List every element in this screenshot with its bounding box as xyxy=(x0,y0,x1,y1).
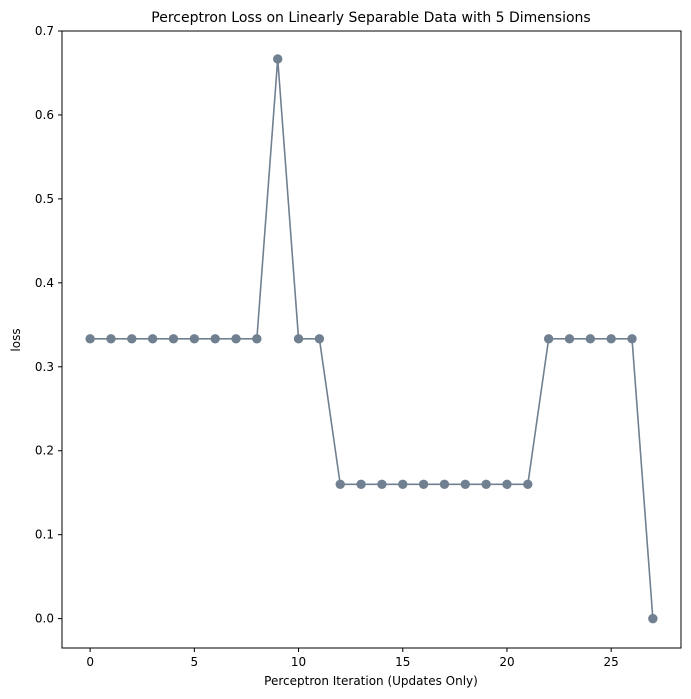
data-point-26 xyxy=(627,334,637,344)
data-layer xyxy=(85,54,658,624)
data-point-18 xyxy=(460,479,470,490)
chart-title: Perceptron Loss on Linearly Separable Da… xyxy=(151,10,590,26)
y-axis: 0.0 0.1 0.2 0.3 0.4 0.5 0.6 0.7 xyxy=(35,24,62,626)
y-axis-label: loss xyxy=(9,328,23,351)
data-point-25 xyxy=(606,334,616,344)
data-point-5 xyxy=(189,334,200,344)
y-tick-label: 0.4 xyxy=(35,276,54,290)
data-point-12 xyxy=(335,479,345,490)
data-point-24 xyxy=(585,334,596,344)
data-point-27 xyxy=(648,613,658,624)
data-point-7 xyxy=(231,334,241,344)
series-line xyxy=(90,58,654,619)
y-tick-label: 0.7 xyxy=(35,24,54,38)
data-point-17 xyxy=(439,479,450,490)
y-tick-label: 0.2 xyxy=(35,444,54,458)
data-point-0 xyxy=(85,334,95,344)
x-tick-label: 20 xyxy=(499,655,514,669)
data-point-2 xyxy=(127,334,137,344)
data-point-22 xyxy=(543,334,554,344)
data-point-8 xyxy=(252,334,262,344)
data-point-19 xyxy=(481,479,491,490)
x-tick-label: 25 xyxy=(604,655,619,669)
x-axis-label: Perceptron Iteration (Updates Only) xyxy=(264,674,478,688)
data-point-9 xyxy=(273,54,283,64)
y-tick-label: 0.1 xyxy=(35,528,54,542)
data-point-21 xyxy=(523,479,533,490)
data-point-13 xyxy=(356,479,366,490)
data-point-16 xyxy=(418,479,429,490)
plot-frame xyxy=(61,30,682,649)
x-axis: 0 5 10 15 20 25 xyxy=(86,648,619,669)
x-tick-label: 15 xyxy=(395,655,410,669)
x-tick-label: 5 xyxy=(191,655,199,669)
data-point-20 xyxy=(502,479,512,490)
y-tick-label: 0.6 xyxy=(35,108,54,122)
data-point-10 xyxy=(293,334,304,344)
data-point-3 xyxy=(147,334,158,344)
data-point-6 xyxy=(210,334,220,344)
data-point-15 xyxy=(398,479,408,490)
y-tick-label: 0.3 xyxy=(35,360,54,374)
x-tick-label: 10 xyxy=(291,655,306,669)
y-tick-label: 0.0 xyxy=(35,612,54,626)
data-point-4 xyxy=(168,334,179,344)
data-point-11 xyxy=(314,334,325,344)
data-point-1 xyxy=(106,334,116,344)
data-point-23 xyxy=(564,334,575,344)
x-tick-label: 0 xyxy=(86,655,94,669)
data-point-14 xyxy=(377,479,387,490)
y-tick-label: 0.5 xyxy=(35,192,54,206)
